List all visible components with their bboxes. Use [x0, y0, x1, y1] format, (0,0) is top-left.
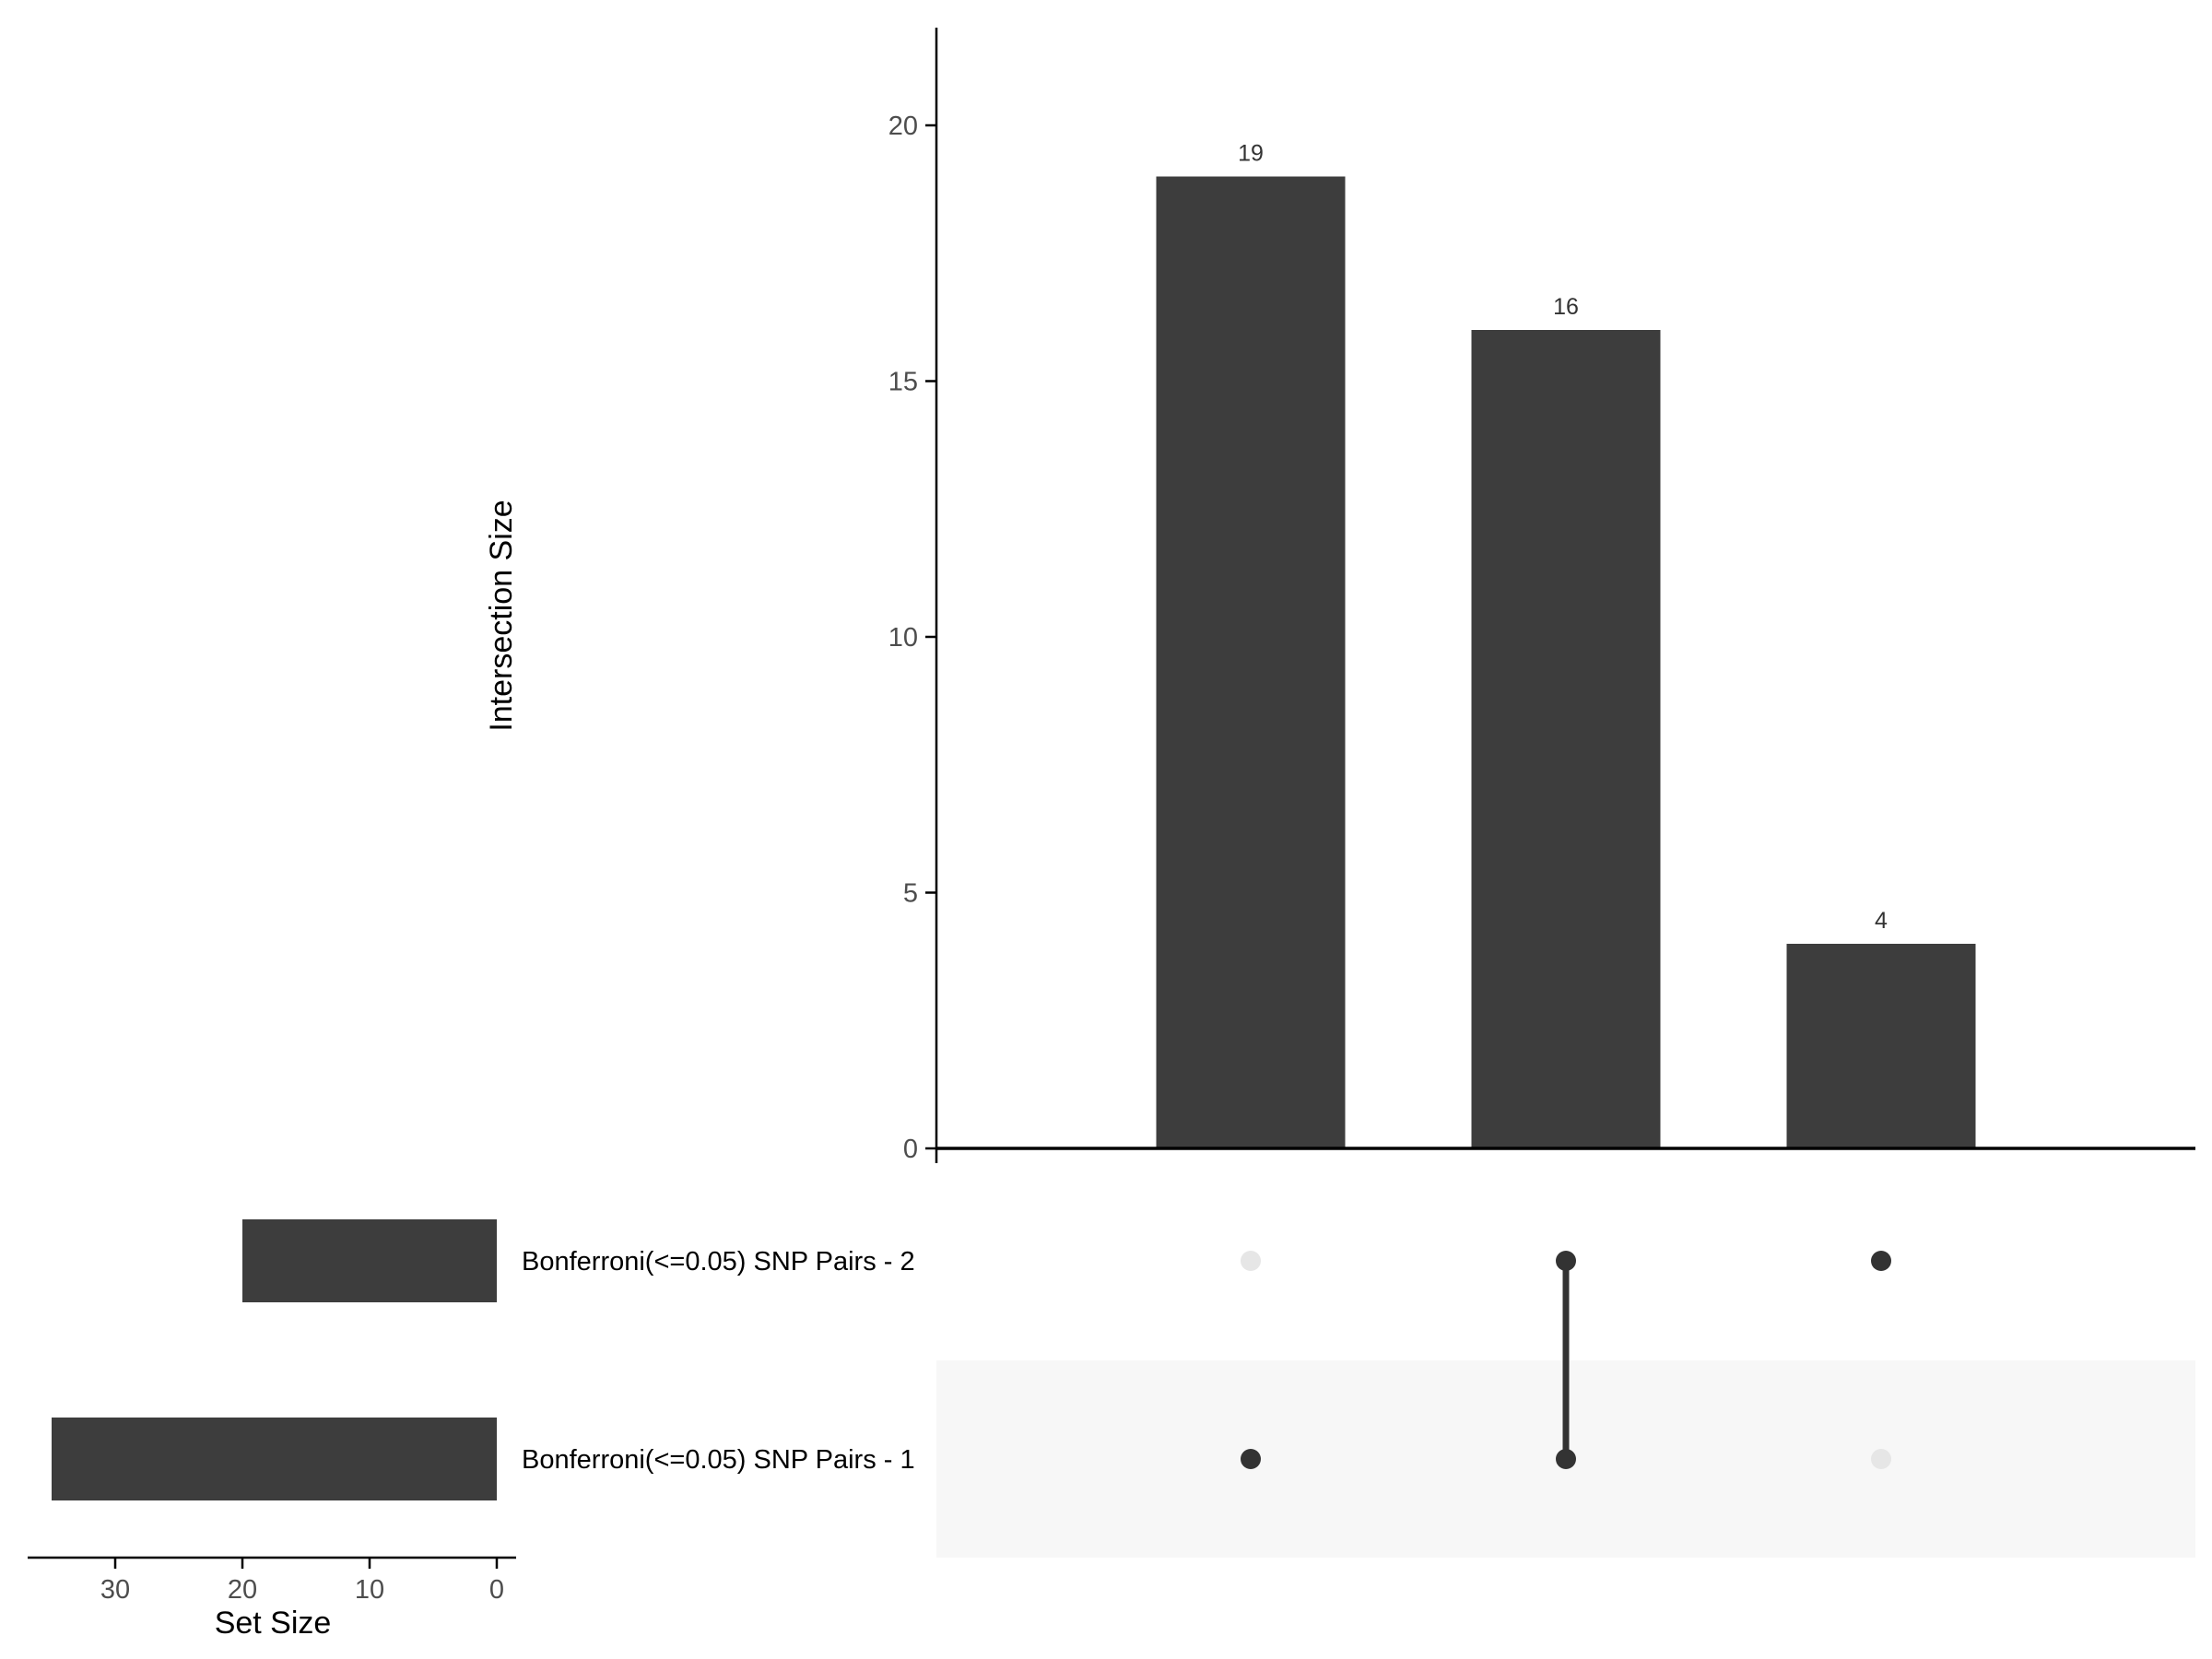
bar-value-label: 4	[1875, 908, 1888, 934]
set-size-bars	[52, 1219, 497, 1500]
y-tick-label: 10	[888, 623, 918, 653]
set-size-axis: 30 20 10 0	[28, 1556, 516, 1605]
matrix-dot-inactive	[1871, 1449, 1891, 1469]
intersection-y-axis: 0 5 10 15 20	[888, 28, 2195, 1164]
set-size-tick-label: 0	[489, 1575, 504, 1605]
matrix-dot-active	[1556, 1449, 1576, 1469]
matrix-dot-active	[1241, 1449, 1261, 1469]
y-tick-label: 20	[888, 112, 918, 141]
matrix-dot-active	[1871, 1251, 1891, 1271]
bar-value-label: 16	[1553, 294, 1579, 320]
bar-value-label: 19	[1238, 141, 1264, 167]
set-size-tick-label: 10	[355, 1575, 384, 1605]
set-size-bar	[52, 1418, 497, 1500]
y-tick-label: 15	[888, 368, 918, 397]
intersection-bar	[1786, 944, 1976, 1148]
set-name-label: Bonferroni(<=0.05) SNP Pairs - 1	[522, 1445, 915, 1475]
y-tick-label: 0	[903, 1135, 918, 1164]
set-size-axis-title: Set Size	[215, 1606, 332, 1641]
y-tick-label: 5	[903, 879, 918, 909]
set-size-tick-label: 30	[100, 1575, 130, 1605]
matrix-dot-inactive	[1241, 1251, 1261, 1271]
intersection-bar	[1156, 176, 1346, 1148]
intersection-bar	[1471, 330, 1661, 1148]
y-axis-title: Intersection Size	[484, 500, 519, 731]
set-size-bar	[242, 1219, 497, 1302]
set-name-label: Bonferroni(<=0.05) SNP Pairs - 2	[522, 1247, 915, 1277]
intersection-bars: 19 16 4	[1156, 141, 1976, 1148]
matrix-dot-active	[1556, 1251, 1576, 1271]
set-labels: Bonferroni(<=0.05) SNP Pairs - 2 Bonferro…	[522, 1247, 915, 1475]
set-size-tick-label: 20	[228, 1575, 257, 1605]
intersection-matrix	[1241, 1251, 1891, 1469]
